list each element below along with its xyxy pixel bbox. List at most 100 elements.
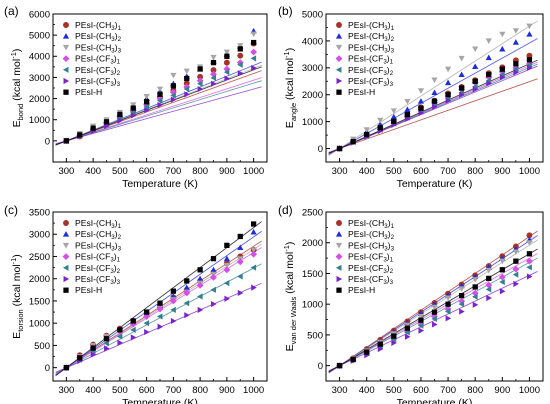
data-point [404, 115, 411, 123]
data-point [197, 73, 204, 80]
data-point [144, 107, 150, 114]
data-point [103, 336, 110, 342]
data-point [170, 96, 177, 103]
legend-label-index: 2 [118, 36, 122, 43]
data-point [513, 280, 519, 288]
data-point [377, 345, 384, 353]
data-point [499, 278, 505, 286]
data-point [431, 309, 438, 315]
y-axis-label: Etorsion (kcal mol-1) [9, 254, 25, 339]
x-tick-label: 500 [386, 385, 402, 396]
data-point [236, 258, 244, 266]
legend-label-index: 2 [391, 234, 395, 241]
x-tick-label: 500 [112, 166, 128, 177]
legend-label-index: 3 [391, 47, 395, 54]
x-tick-label: 700 [440, 385, 456, 396]
x-tick-label: 400 [359, 166, 375, 177]
legend-label-base: PEsI-(CF [75, 65, 110, 75]
data-point [486, 294, 492, 302]
data-point [391, 339, 397, 346]
data-point [250, 55, 257, 62]
data-point [197, 85, 204, 93]
legend-label: PEsI-(CH3)1 [75, 20, 122, 32]
y-axis-label: Eangle (kcal mol-1) [282, 48, 298, 128]
data-point [77, 355, 83, 361]
data-point [377, 117, 384, 124]
data-point [130, 318, 136, 324]
data-point [170, 92, 176, 99]
legend-label-suffix: ) [388, 218, 391, 228]
data-point [143, 309, 150, 315]
data-point [444, 308, 451, 315]
legend-label-suffix: ) [114, 263, 117, 273]
legend-label: PEsI-(CF3)3 [75, 274, 121, 286]
data-point [485, 267, 492, 274]
data-point [117, 111, 123, 118]
data-point [418, 327, 425, 334]
legend: PEsI-(CH3)1PEsI-(CH3)2PEsI-(CH3)3PEsI-(C… [335, 20, 395, 97]
y-axis-label-sub: bond [16, 104, 25, 121]
data-point [499, 31, 506, 38]
data-point [143, 103, 150, 110]
legend-marker [335, 264, 342, 271]
data-point [183, 80, 190, 87]
data-point [104, 122, 110, 130]
data-point [250, 228, 257, 235]
data-point [499, 66, 505, 72]
legend-label-sub: 3 [110, 81, 114, 88]
data-point [512, 271, 519, 278]
data-point [211, 300, 217, 308]
legend-marker [62, 253, 70, 261]
legend-label-index: 1 [117, 59, 121, 66]
legend-label-sub: 3 [110, 59, 114, 66]
y-axis-label-unit: (kcal mol [11, 264, 23, 309]
data-point [513, 61, 519, 67]
y-tick-label: 1000 [302, 300, 323, 311]
data-point [170, 288, 177, 294]
y-tick-label: 3500 [29, 207, 50, 218]
data-point [417, 320, 425, 328]
legend-label: PEsI-(CH3)1 [348, 20, 395, 32]
data-point [336, 363, 343, 369]
legend-label-index: 3 [390, 81, 394, 88]
y-tick-label: 1000 [302, 117, 323, 128]
y-tick-label: 4000 [302, 36, 323, 47]
legend-label-sub: 3 [383, 257, 387, 264]
y-axis-label-unit-sup: -1 [282, 51, 291, 58]
data-point [250, 48, 258, 56]
data-point [472, 284, 478, 290]
data-point [526, 57, 533, 63]
x-tick-label: 600 [413, 166, 429, 177]
legend-label-index: 3 [117, 81, 121, 88]
data-point [184, 91, 190, 98]
y-tick-label: 1000 [29, 319, 50, 330]
legend-label-base: PEsI-(CH [348, 229, 384, 239]
legend-label-base: PEsI-(CH [348, 42, 384, 52]
x-tick-label: 600 [139, 166, 155, 177]
data-point [512, 28, 519, 34]
data-point [196, 281, 204, 289]
y-axis-label-unit: (kcal mol [284, 58, 296, 103]
legend-label-index: 2 [390, 268, 394, 275]
legend-label-base: PEsI-(CF [75, 274, 110, 284]
data-point [143, 93, 150, 100]
data-point [418, 317, 424, 323]
data-point [336, 145, 343, 152]
legend-label-suffix: ) [114, 76, 117, 86]
data-point [197, 80, 203, 87]
data-point [432, 321, 438, 328]
legend-marker [62, 55, 70, 63]
data-point [417, 88, 425, 94]
data-point [237, 70, 244, 77]
data-point [237, 61, 243, 68]
data-point [211, 80, 217, 87]
data-point [184, 312, 190, 319]
data-point [250, 264, 257, 271]
y-axis-label-main: E [11, 120, 23, 127]
data-point [237, 273, 243, 280]
legend-marker [335, 44, 343, 51]
legend-label-sub: 3 [384, 36, 388, 43]
legend-marker [62, 231, 70, 237]
x-tick-label: 1000 [243, 385, 264, 396]
data-point [197, 306, 204, 313]
